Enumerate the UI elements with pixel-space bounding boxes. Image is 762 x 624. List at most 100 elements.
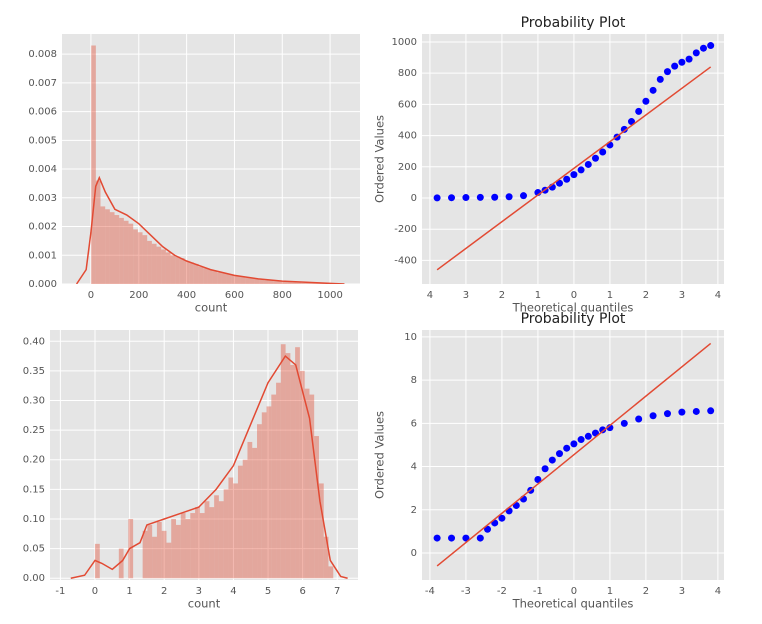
y-tick-label: 0.00 [23, 573, 45, 584]
data-point [635, 107, 643, 115]
x-axis-label: Theoretical quantiles [512, 597, 634, 611]
y-tick-label: 0.002 [28, 222, 57, 233]
histogram-bar [295, 347, 300, 579]
data-point [707, 42, 715, 50]
histogram-bar [299, 370, 305, 579]
histogram-bar [263, 280, 269, 284]
histogram-bar [137, 232, 143, 284]
data-point [556, 450, 564, 458]
histogram-bar [328, 566, 334, 579]
y-tick-label: 0.004 [28, 164, 57, 175]
y-tick-label: 4 [411, 462, 417, 473]
x-tick-label: 3 [679, 290, 685, 301]
histogram-bar [242, 459, 248, 579]
histogram-bar [184, 261, 190, 284]
x-tick-label: 600 [225, 290, 244, 301]
x-tick-label: 1 [535, 290, 541, 301]
y-tick-label: 0.20 [23, 455, 45, 466]
data-point [692, 49, 700, 57]
histogram-bar [199, 513, 205, 579]
x-tick-label: 4 [427, 290, 433, 301]
x-axis-label: count [188, 597, 221, 611]
histogram-bar [323, 536, 329, 579]
data-point [620, 419, 628, 427]
histogram-bar [161, 249, 166, 284]
plot-area [62, 34, 360, 284]
histogram-bar [245, 277, 250, 284]
data-point [678, 58, 686, 66]
data-point [563, 444, 571, 452]
data-point [570, 171, 578, 179]
data-point [649, 412, 657, 420]
histogram-bar [109, 212, 115, 284]
y-tick-label: 0.006 [28, 107, 57, 118]
data-point [548, 456, 556, 464]
histogram-bar [233, 483, 238, 579]
x-tick-label: 3 [679, 586, 685, 597]
fit-line [436, 66, 712, 271]
data-point [563, 175, 571, 183]
y-tick-label: 2 [411, 505, 417, 516]
histogram-bar [171, 518, 177, 579]
x-tick-label: 2 [499, 290, 505, 301]
data-point [671, 62, 679, 70]
histogram-bar [190, 513, 196, 579]
histogram-bar [277, 281, 283, 284]
y-axis-label: Ordered Values [373, 411, 387, 499]
histogram-bar [296, 282, 302, 284]
y-axis-label: Ordered Values [373, 115, 387, 203]
histogram-bar [175, 256, 180, 284]
y-tick-label: 0.05 [23, 544, 45, 555]
data-point [534, 476, 542, 484]
histogram-bar [193, 263, 199, 284]
data-point [685, 55, 693, 63]
x-tick-label: 1 [126, 586, 132, 597]
y-tick-label: 800 [398, 68, 417, 79]
histogram-bar [100, 206, 106, 284]
histogram-bar [223, 489, 229, 579]
fit-line [436, 342, 712, 567]
histogram-bar [235, 275, 241, 284]
histogram-bar [147, 524, 153, 579]
histogram-bar [204, 501, 210, 579]
plot-area [422, 34, 724, 284]
histogram-bar [301, 282, 306, 284]
histogram-bar [287, 281, 292, 284]
histogram-bar [221, 273, 227, 284]
data-point [678, 408, 686, 416]
histogram-bar [118, 548, 124, 579]
y-tick-label: 10 [404, 332, 417, 343]
histogram-bar [237, 465, 243, 579]
kde-line [70, 354, 348, 579]
data-point [642, 97, 650, 105]
x-tick-label: 0 [571, 586, 577, 597]
histogram-bar [142, 530, 148, 579]
x-tick-label: 0 [92, 586, 98, 597]
data-point [462, 534, 470, 542]
x-tick-label: 800 [273, 290, 292, 301]
histogram-bar [291, 282, 297, 284]
data-point [577, 436, 585, 444]
x-tick-label: -2 [497, 586, 507, 597]
data-point [491, 193, 499, 201]
histogram-bar [231, 275, 236, 284]
data-point [462, 194, 470, 202]
histogram-bar [123, 220, 129, 284]
x-tick-label: 4 [715, 290, 721, 301]
y-tick-label: 0.005 [28, 135, 57, 146]
histogram-bar [156, 521, 162, 579]
histogram-bar [91, 45, 96, 285]
histogram-bar [304, 388, 310, 579]
x-tick-label: 1000 [317, 290, 342, 301]
y-tick-label: 0.008 [28, 49, 57, 60]
histogram-bar [95, 180, 101, 284]
x-tick-label: 400 [177, 290, 196, 301]
data-point [649, 86, 657, 94]
data-point [541, 465, 549, 473]
x-tick-label: 0 [571, 290, 577, 301]
histogram-bar [189, 262, 194, 284]
y-tick-label: 0.001 [28, 250, 57, 261]
data-point [498, 514, 506, 522]
histogram-bar [266, 406, 272, 579]
